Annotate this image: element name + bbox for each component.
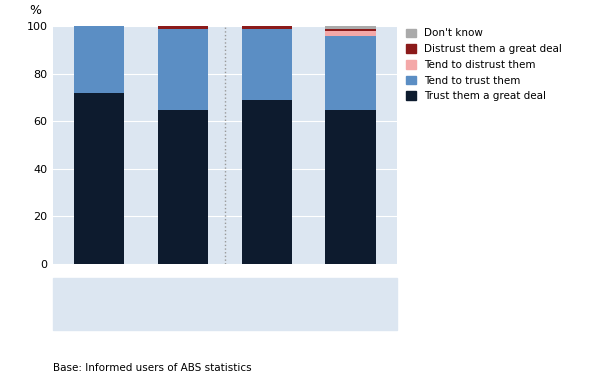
Bar [326, 109, 376, 264]
Bar [158, 29, 208, 109]
Bar [242, 29, 292, 100]
Bar [326, 26, 376, 29]
Text: %: % [29, 4, 41, 17]
Bar [242, 100, 292, 264]
Bar [242, 24, 292, 26]
Bar [326, 31, 376, 36]
Bar [74, 26, 124, 93]
Text: Base: Informed users of ABS statistics: Base: Informed users of ABS statistics [53, 363, 252, 373]
Bar [326, 29, 376, 31]
Bar [158, 26, 208, 29]
Bar [242, 26, 292, 29]
Bar [74, 93, 124, 264]
Legend: Don't know, Distrust them a great deal, Tend to distrust them, Tend to trust the: Don't know, Distrust them a great deal, … [404, 26, 564, 103]
Bar [326, 36, 376, 109]
Bar [158, 109, 208, 264]
Bar [53, 278, 397, 330]
